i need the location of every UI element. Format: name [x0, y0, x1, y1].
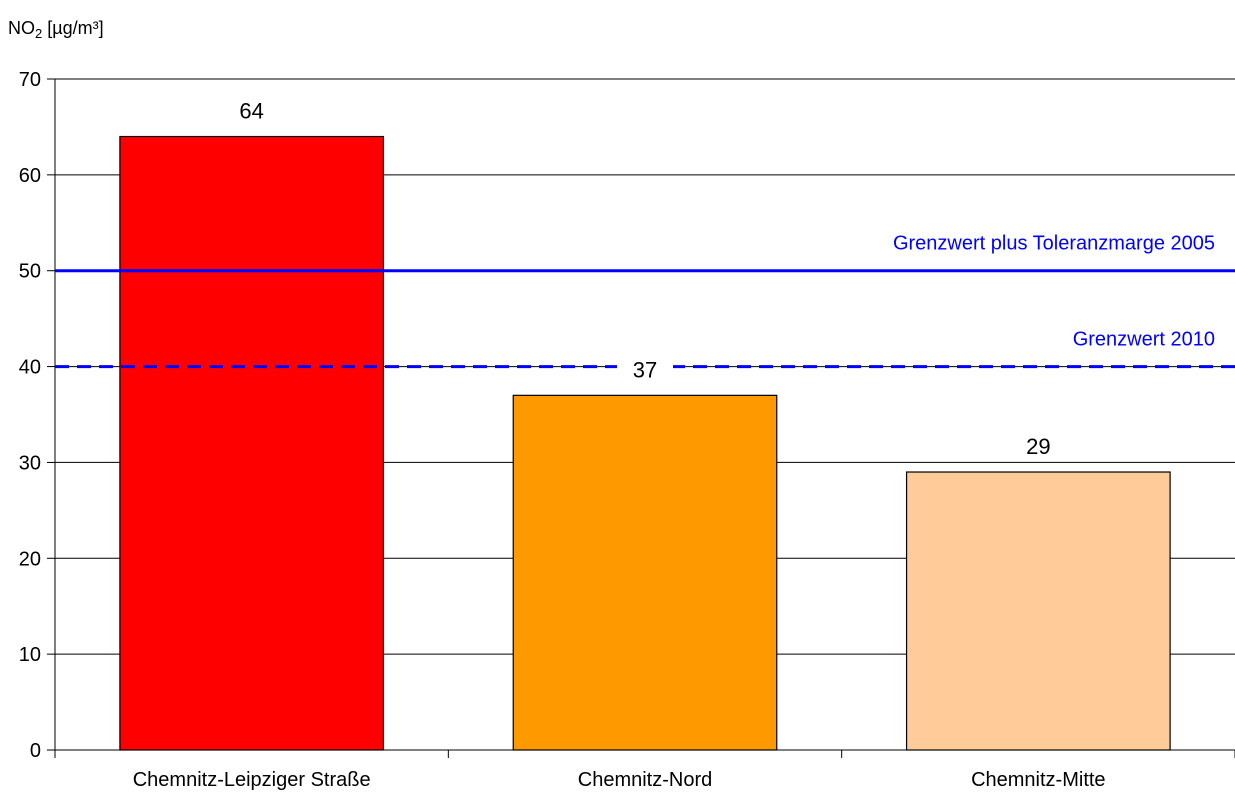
data-label-backing	[617, 353, 673, 384]
data-label-backing	[1010, 430, 1067, 461]
y-tick-label: 20	[19, 548, 41, 570]
y-axis-label-subscript: 2	[35, 26, 42, 41]
data-label-backing	[223, 94, 280, 125]
x-category-label: Chemnitz-Mitte	[971, 769, 1105, 791]
y-tick-label: 0	[30, 740, 41, 762]
data-label: 64	[239, 99, 263, 124]
reference-line-label: Grenzwert plus Toleranzmarge 2005	[893, 233, 1215, 255]
y-tick-label: 40	[19, 357, 41, 379]
y-axis-label: NO2 [µg/m³]	[8, 18, 104, 41]
data-label: 29	[1026, 434, 1050, 459]
y-tick-label: 60	[19, 165, 41, 187]
y-axis-label-unit: [µg/m³]	[42, 18, 103, 38]
reference-lines: Grenzwert plus Toleranzmarge 2005 Grenzwe…	[55, 233, 1235, 369]
x-category-label: Chemnitz-Nord	[578, 769, 712, 791]
y-tick-label: 10	[19, 644, 41, 666]
bars	[119, 135, 1171, 751]
y-tick-label: 70	[19, 69, 41, 91]
bar	[905, 471, 1171, 751]
y-tick-label: 30	[19, 452, 41, 474]
bar	[512, 394, 778, 751]
bar	[119, 135, 385, 751]
x-category-label: Chemnitz-Leipziger Straße	[133, 769, 371, 791]
y-tick-label: 50	[19, 261, 41, 283]
y-axis-label-main: NO	[8, 18, 35, 38]
axes: 0 10 20 30 40 50 60 70 Chemnitz-Leipziger Straße…	[19, 69, 1235, 791]
reference-line-label: Grenzwert 2010	[1073, 329, 1215, 351]
data-label: 37	[633, 357, 657, 382]
data-labels: 64 37 29	[223, 94, 1067, 461]
